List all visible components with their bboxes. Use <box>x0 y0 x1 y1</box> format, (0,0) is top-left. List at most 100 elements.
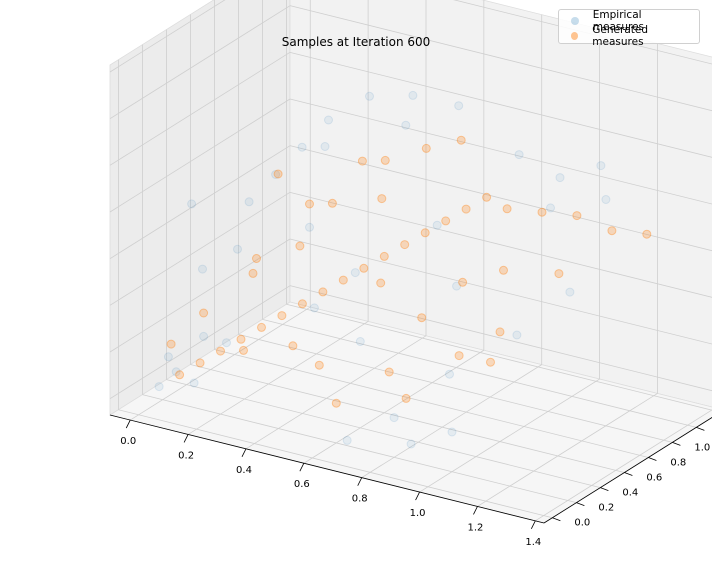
generated-point <box>273 169 283 179</box>
empirical-point <box>355 337 365 346</box>
y-tick-label: 0.6 <box>646 473 662 484</box>
generated-point <box>288 341 298 351</box>
generated-point <box>461 204 471 214</box>
x-grid-line <box>477 393 658 507</box>
empirical-point <box>233 244 242 254</box>
generated-point <box>384 367 394 377</box>
legend-item-generated: Generated measures <box>565 24 693 48</box>
generated-point <box>331 398 341 408</box>
grid-lines <box>109 0 712 522</box>
y-grid-line <box>190 364 625 473</box>
empirical-point <box>198 264 207 274</box>
y-grid-line <box>142 394 577 504</box>
generated-point <box>338 275 348 285</box>
empirical-point <box>601 195 611 204</box>
empirical-point <box>187 199 197 209</box>
y-grid-line <box>214 349 649 458</box>
x-tick-mark <box>241 448 247 458</box>
tick-labels: 0.0 0.2 0.4 0.6 0.8 1.0 1.2 1.4 0.0 0.2 0.4 0.6 0.8 1… <box>120 436 710 548</box>
x-tick-label: 1.2 <box>468 522 484 533</box>
generated-point <box>380 155 390 165</box>
empirical-point <box>454 101 464 111</box>
empirical-point <box>447 427 457 437</box>
y-grid-line <box>118 409 553 519</box>
x-tick-mark <box>530 520 536 530</box>
empirical-point <box>432 220 442 230</box>
x-tick-label: 1.0 <box>410 508 426 519</box>
generated-point <box>305 199 314 209</box>
generated-point <box>175 370 185 380</box>
generated-point <box>495 327 505 337</box>
empirical-point <box>596 161 606 171</box>
generated-point <box>295 241 305 251</box>
generated-point <box>458 277 468 287</box>
x-tick-mark <box>415 491 420 501</box>
generated-point <box>377 194 387 204</box>
x-grid-line <box>187 321 369 435</box>
z-grid-line <box>109 238 291 353</box>
empirical-point <box>309 303 319 313</box>
legend-swatch-empirical <box>571 16 579 25</box>
y-tick-mark <box>624 472 633 476</box>
generated-point <box>195 358 205 368</box>
generated-point <box>277 311 287 321</box>
empirical-point <box>350 268 360 278</box>
z-grid-line <box>109 145 291 260</box>
empirical-point <box>297 142 307 152</box>
empirical-point <box>320 142 330 151</box>
y-tick-label: 0.2 <box>598 503 614 514</box>
generated-point <box>401 393 411 403</box>
empirical-point <box>189 378 199 388</box>
generated-point <box>327 198 337 208</box>
empirical-point <box>445 369 454 379</box>
y-grid-line <box>238 334 673 443</box>
generated-point <box>499 265 508 275</box>
generated-point <box>421 143 431 153</box>
y-grid-line <box>166 379 601 488</box>
generated-point <box>607 226 617 236</box>
z-grid-line <box>289 51 712 158</box>
x-tick-label: 1.4 <box>525 537 541 548</box>
generated-point <box>420 228 430 238</box>
chart-title: Samples at Iteration 600 <box>282 35 431 49</box>
generated-point <box>314 360 324 370</box>
empirical-point <box>244 197 254 207</box>
y-tick-mark <box>576 502 585 507</box>
empirical-point <box>546 203 555 213</box>
generated-point <box>486 357 495 367</box>
y-tick-mark <box>696 426 705 431</box>
x-grid-line <box>361 364 542 478</box>
x-grid-line <box>130 306 311 421</box>
generated-point <box>297 299 307 309</box>
y-grid-line <box>262 318 697 428</box>
x-tick-label: 0.6 <box>294 479 310 490</box>
empirical-point <box>514 150 524 160</box>
generated-point <box>257 322 266 332</box>
generated-point <box>502 204 512 214</box>
empirical-point <box>171 367 181 377</box>
legend-label-generated: Generated measures <box>592 23 649 48</box>
empirical-point <box>305 222 314 232</box>
empirical-point <box>452 281 462 291</box>
generated-point <box>379 251 389 261</box>
generated-point <box>642 229 652 239</box>
empirical-point <box>342 435 352 445</box>
z-grid-line <box>289 98 712 205</box>
legend-swatch-generated <box>571 31 579 40</box>
legend-item-empirical: Empirical measures <box>565 9 693 33</box>
z-grid-line <box>109 98 291 213</box>
z-grid-line <box>109 51 291 166</box>
generated-point <box>572 211 582 221</box>
empirical-point <box>199 331 209 341</box>
y-tick-mark <box>552 517 561 522</box>
z-grid-line <box>289 191 712 298</box>
empirical-point <box>389 413 399 423</box>
empirical-point <box>271 170 281 179</box>
y-tick-label: 0.4 <box>622 488 638 499</box>
z-grid-line <box>109 191 291 306</box>
x-tick-label: 0.0 <box>120 436 136 447</box>
empirical-point <box>401 120 411 130</box>
empirical-point <box>408 90 418 100</box>
x-tick-mark <box>357 477 363 486</box>
